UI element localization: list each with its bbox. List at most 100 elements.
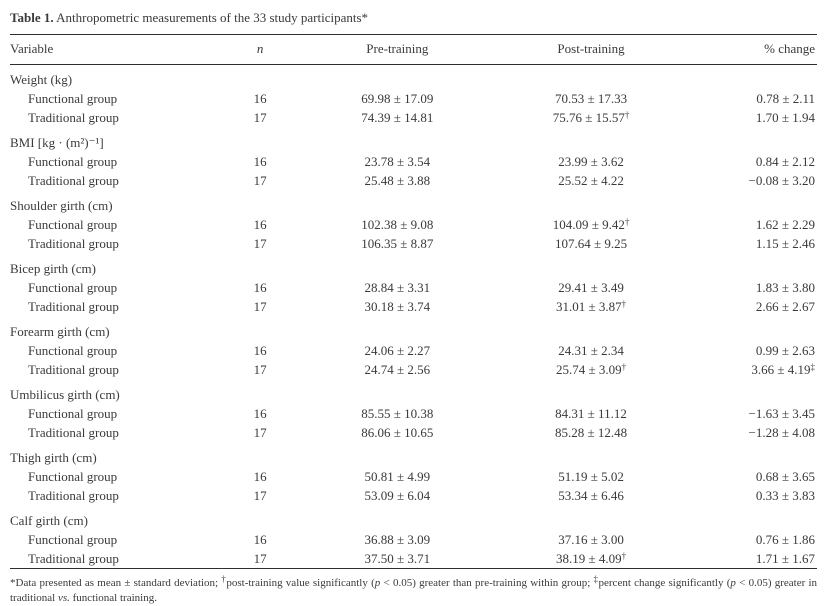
footnote-text: < 0.05) greater than pre-training within… <box>380 577 594 589</box>
pre-training-cell: 69.98 ± 17.09 <box>361 91 434 106</box>
percent-change-cell: 1.62 ± 2.29 <box>755 217 815 232</box>
n-cell: 16 <box>253 217 267 232</box>
variable-label: Bicep girth (cm) <box>10 261 96 276</box>
n-cell: 16 <box>253 469 267 484</box>
pre-training-cell: 30.18 ± 3.74 <box>364 299 431 314</box>
group-name-cell: Traditional group <box>28 236 119 251</box>
pre-training-cell: 102.38 ± 9.08 <box>361 217 434 232</box>
table-caption-number: Table 1. <box>10 10 54 25</box>
n-cell: 17 <box>253 110 267 125</box>
variable-label: BMI [kg · (m²)⁻¹] <box>10 135 104 150</box>
group-row: Traditional group 17 53.09 ± 6.04 53.34 ± 6… <box>10 486 817 505</box>
n-cell: 16 <box>253 91 267 106</box>
percent-change-cell: 1.71 ± 1.67 <box>755 551 815 566</box>
n-cell: 16 <box>253 343 267 358</box>
variable-label: Thigh girth (cm) <box>10 450 97 465</box>
group-name-cell: Traditional group <box>28 299 119 314</box>
section-row: Shoulder girth (cm) <box>10 190 817 215</box>
variable-label: Umbilicus girth (cm) <box>10 387 120 402</box>
group-name-cell: Functional group <box>28 343 118 358</box>
n-cell: 17 <box>253 236 267 251</box>
footnote-text: functional training. <box>69 592 157 604</box>
group-row: Traditional group 17 37.50 ± 3.71 38.19 ± 4… <box>10 549 817 569</box>
significance-marker: † <box>621 298 627 309</box>
group-row: Traditional group 17 30.18 ± 3.74 31.01 ± 3… <box>10 297 817 316</box>
footnote-text: vs. <box>57 592 70 604</box>
group-name-cell: Functional group <box>28 154 118 169</box>
percent-change-cell: −0.08 ± 3.20 <box>748 173 815 188</box>
group-row: Functional group 16 102.38 ± 9.08 104.09 ± … <box>10 215 817 234</box>
post-training-cell: 31.01 ± 3.87† <box>555 298 627 314</box>
post-training-cell: 23.99 ± 3.62 <box>558 154 624 169</box>
group-row: Functional group 16 24.06 ± 2.27 24.31 ± 2.… <box>10 341 817 360</box>
n-cell: 17 <box>253 362 267 377</box>
n-cell: 16 <box>253 154 267 169</box>
percent-change-cell: 1.70 ± 1.94 <box>755 110 815 125</box>
pre-training-cell: 74.39 ± 14.81 <box>361 110 434 125</box>
post-training-cell: 107.64 ± 9.25 <box>554 236 628 251</box>
post-training-cell: 37.16 ± 3.00 <box>558 532 624 547</box>
percent-change-cell: 0.99 ± 2.63 <box>755 343 815 358</box>
pre-training-cell: 36.88 ± 3.09 <box>364 532 431 547</box>
post-training-cell: 85.28 ± 12.48 <box>554 425 628 440</box>
group-row: Traditional group 17 86.06 ± 10.65 85.28 ± … <box>10 423 817 442</box>
section-row: BMI [kg · (m²)⁻¹] <box>10 127 817 152</box>
group-name-cell: Traditional group <box>28 362 119 377</box>
percent-change-cell: 0.76 ± 1.86 <box>755 532 815 547</box>
footnote-text: post-training value significantly ( <box>226 577 375 589</box>
pre-training-cell: 50.81 ± 4.99 <box>364 469 431 484</box>
group-name-cell: Functional group <box>28 280 118 295</box>
significance-marker: ‡ <box>810 361 816 372</box>
n-cell: 17 <box>253 299 267 314</box>
variable-label: Shoulder girth (cm) <box>10 198 113 213</box>
footnote-text: *Data presented as mean ± standard devia… <box>10 577 222 589</box>
group-name-cell: Functional group <box>28 217 118 232</box>
percent-change-cell: −1.28 ± 4.08 <box>748 425 815 440</box>
section-row: Calf girth (cm) <box>10 505 817 530</box>
group-row: Functional group 16 50.81 ± 4.99 51.19 ± 5.… <box>10 467 817 486</box>
group-name-cell: Traditional group <box>28 110 119 125</box>
n-cell: 17 <box>253 488 267 503</box>
group-name-cell: Functional group <box>28 91 118 106</box>
pre-training-cell: 37.50 ± 3.71 <box>364 551 431 566</box>
significance-marker: † <box>624 216 630 227</box>
variable-label: Weight (kg) <box>10 72 73 87</box>
n-cell: 17 <box>253 425 267 440</box>
col-header-variable: Variable <box>10 34 220 65</box>
percent-change-cell: 3.66 ± 4.19‡ <box>751 361 816 377</box>
percent-change-cell: 0.33 ± 3.83 <box>755 488 815 503</box>
pre-training-cell: 86.06 ± 10.65 <box>361 425 434 440</box>
significance-marker: † <box>624 109 630 120</box>
pre-training-cell: 25.48 ± 3.88 <box>364 173 431 188</box>
post-training-cell: 29.41 ± 3.49 <box>558 280 624 295</box>
section-row: Forearm girth (cm) <box>10 316 817 341</box>
variable-label: Forearm girth (cm) <box>10 324 110 339</box>
table-footnote: *Data presented as mean ± standard devia… <box>10 569 817 606</box>
post-training-cell: 75.76 ± 15.57† <box>552 109 630 125</box>
pre-training-cell: 85.55 ± 10.38 <box>361 406 434 421</box>
significance-marker: † <box>621 550 627 561</box>
group-name-cell: Traditional group <box>28 425 119 440</box>
section-row: Bicep girth (cm) <box>10 253 817 278</box>
post-training-cell: 53.34 ± 6.46 <box>558 488 624 503</box>
group-name-cell: Functional group <box>28 406 118 421</box>
pre-training-cell: 106.35 ± 8.87 <box>361 236 434 251</box>
group-name-cell: Functional group <box>28 469 118 484</box>
post-training-cell: 25.52 ± 4.22 <box>558 173 624 188</box>
pre-training-cell: 24.74 ± 2.56 <box>364 362 431 377</box>
n-cell: 16 <box>253 280 267 295</box>
col-header-percent-change: % change <box>687 34 817 65</box>
percent-change-cell: 1.15 ± 2.46 <box>755 236 815 251</box>
group-name-cell: Functional group <box>28 532 118 547</box>
footnote-text: percent change significantly ( <box>598 577 731 589</box>
group-name-cell: Traditional group <box>28 173 119 188</box>
n-cell: 16 <box>253 406 267 421</box>
footnote-marker: † <box>221 573 227 584</box>
section-row: Thigh girth (cm) <box>10 442 817 467</box>
pre-training-cell: 24.06 ± 2.27 <box>364 343 431 358</box>
section-row: Weight (kg) <box>10 65 817 90</box>
group-row: Traditional group 17 74.39 ± 14.81 75.76 ± … <box>10 108 817 127</box>
footnote-text: p <box>374 577 381 589</box>
n-cell: 17 <box>253 173 267 188</box>
